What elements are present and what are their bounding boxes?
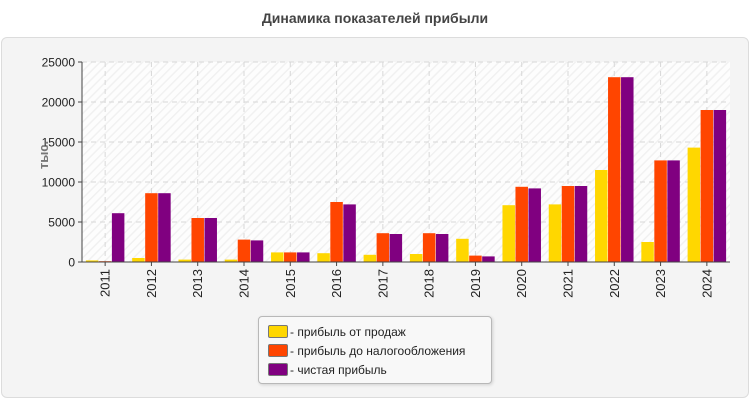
bar [145,193,158,262]
y-tick-label: 20000 [42,96,76,110]
bar [111,213,125,262]
bar [389,234,403,262]
legend: - прибыль от продаж - прибыль до налогоо… [258,316,492,384]
bar [330,202,343,262]
legend-label: - чистая прибыль [290,362,387,377]
legend-item: - прибыль от продаж [268,322,491,341]
legend-label: - прибыль от продаж [290,324,406,339]
bar [574,186,588,262]
y-tick-label: 10000 [42,176,76,190]
bar [224,259,238,262]
x-tick-label: 2019 [468,269,483,298]
bar [204,218,217,262]
bar [317,253,330,262]
bar [191,218,204,262]
y-tick-label: 5000 [48,216,75,230]
bar [271,252,284,262]
bar [343,204,356,262]
bar [687,147,701,262]
bar [85,260,99,262]
y-tick-label: 15000 [42,136,76,150]
bar [502,205,515,262]
bar [376,233,390,262]
bar [422,233,436,262]
x-tick-labels: 2011 2012 2013 2014 2015 2016 2017 2018 2019 2020… [98,262,714,298]
bar [561,186,575,262]
bar [284,252,297,262]
bar [515,186,528,262]
y-tick-label: 0 [68,256,75,270]
bar [641,242,654,262]
y-axis-label: тыс. [36,141,51,169]
x-tick-label: 2013 [190,269,205,298]
bar [713,110,727,262]
bar [250,240,264,262]
bar [158,193,171,262]
bar [528,188,541,262]
bar [595,170,608,262]
bar [237,239,251,262]
legend-swatch [268,363,288,376]
x-tick-label: 2014 [237,269,252,298]
x-tick-label: 2016 [329,269,344,298]
bar [700,110,714,262]
bar [409,254,423,262]
legend-swatch [268,325,288,338]
legend-item: - прибыль до налогообложения [268,341,491,360]
x-tick-label: 2011 [98,269,113,297]
x-tick-label: 2017 [375,269,390,298]
bar [667,160,680,262]
x-tick-label: 2021 [561,269,576,298]
y-tick-label: 25000 [42,56,76,70]
bar [482,256,495,262]
legend-item: - чистая прибыль [268,360,491,379]
bar [456,238,469,262]
x-tick-label: 2022 [607,269,622,298]
bar [548,204,562,262]
bar [608,77,621,262]
x-tick-label: 2020 [514,269,529,298]
bar [435,234,449,262]
legend-label: - прибыль до налогообложения [290,343,466,358]
x-tick-label: 2012 [144,269,159,298]
x-tick-label: 2018 [422,269,437,298]
bar [654,160,667,262]
bar [132,258,145,262]
bar [363,254,377,262]
x-tick-label: 2015 [283,269,298,298]
bar [621,77,634,262]
y-tick-labels: 0 5000 10000 15000 20000 25000 [42,56,82,270]
chart-title: Динамика показателей прибыли [261,10,489,26]
bars [85,77,727,262]
bar [469,255,482,262]
x-tick-label: 2024 [699,269,714,298]
bar [178,259,191,262]
x-tick-label: 2023 [653,269,668,298]
legend-swatch [268,344,288,357]
bar [297,252,310,262]
